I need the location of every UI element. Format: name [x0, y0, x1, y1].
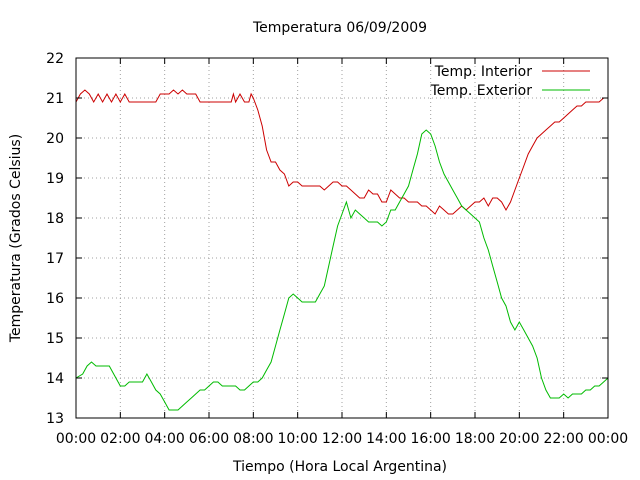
x-tick-label: 08:00 [233, 431, 273, 447]
legend-label: Temp. Exterior [430, 83, 533, 99]
y-tick-label: 20 [46, 131, 64, 147]
y-tick-label: 14 [46, 371, 64, 387]
y-tick-label: 19 [46, 171, 64, 187]
y-tick-label: 16 [46, 291, 64, 307]
series-line-exterior [75, 129, 609, 411]
y-tick-label: 15 [46, 331, 64, 347]
x-tick-label: 12:00 [322, 431, 362, 447]
y-tick-label: 21 [46, 91, 64, 107]
x-tick-label: 10:00 [277, 431, 317, 447]
y-tick-label: 18 [46, 211, 64, 227]
x-tick-label: 14:00 [366, 431, 406, 447]
x-axis-label: Tiempo (Hora Local Argentina) [232, 459, 447, 475]
x-tick-label: 02:00 [100, 431, 140, 447]
x-tick-label: 22:00 [543, 431, 583, 447]
x-tick-label: 04:00 [144, 431, 184, 447]
y-tick-label: 17 [46, 251, 64, 267]
x-tick-label: 20:00 [499, 431, 539, 447]
legend: Temp. Interior Temp. Exterior [430, 64, 590, 99]
x-tick-label: 00:00 [588, 431, 628, 447]
y-tick-label: 13 [46, 411, 64, 427]
chart-title: Temperatura 06/09/2009 [252, 20, 427, 36]
y-axis-tick-labels: 13 14 15 16 17 18 19 20 21 22 [46, 51, 64, 427]
series-line-interior [75, 89, 608, 215]
y-tick-label: 22 [46, 51, 64, 67]
x-tick-label: 16:00 [410, 431, 450, 447]
series-layer [75, 89, 609, 411]
x-tick-label: 18:00 [455, 431, 495, 447]
grid-lines [76, 58, 608, 418]
legend-label: Temp. Interior [434, 64, 533, 80]
x-tick-label: 06:00 [189, 431, 229, 447]
y-axis-label: Temperatura (Grados Celsius) [8, 134, 24, 343]
x-tick-label: 00:00 [56, 431, 96, 447]
axis-ticks [75, 57, 609, 419]
x-axis-tick-labels: 00:00 02:00 04:00 06:00 08:00 10:00 12:00 14:00… [56, 431, 628, 447]
